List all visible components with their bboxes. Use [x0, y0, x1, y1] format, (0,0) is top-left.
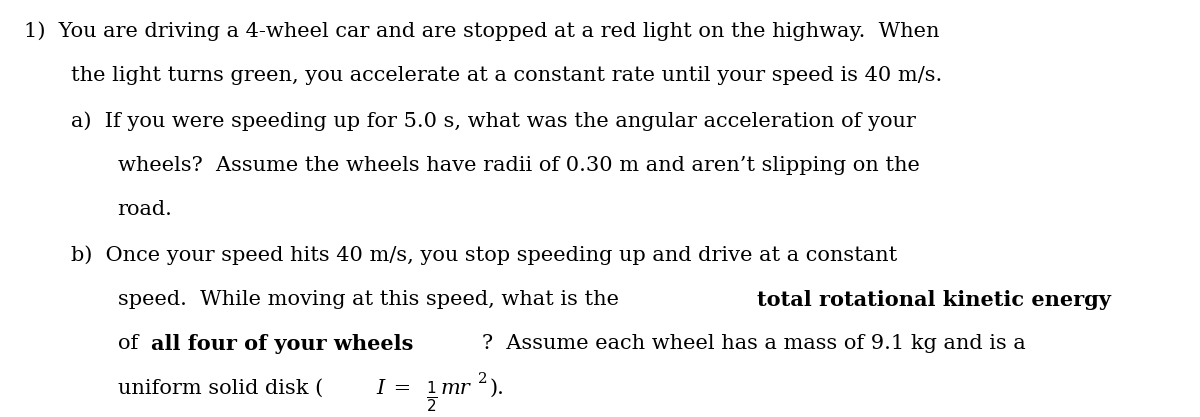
- Text: road.: road.: [118, 201, 173, 219]
- Text: ?  Assume each wheel has a mass of 9.1 kg and is a: ? Assume each wheel has a mass of 9.1 kg…: [482, 334, 1026, 353]
- Text: a)  If you were speeding up for 5.0 s, what was the angular acceleration of your: a) If you were speeding up for 5.0 s, wh…: [71, 111, 916, 131]
- Text: wheels?  Assume the wheels have radii of 0.30 m and aren’t slipping on the: wheels? Assume the wheels have radii of …: [118, 156, 919, 175]
- Text: b)  Once your speed hits 40 m/s, you stop speeding up and drive at a constant: b) Once your speed hits 40 m/s, you stop…: [71, 245, 896, 265]
- Text: $\frac{1}{2}$: $\frac{1}{2}$: [426, 379, 437, 414]
- Text: speed.  While moving at this speed, what is the: speed. While moving at this speed, what …: [118, 290, 625, 309]
- Text: of: of: [118, 334, 144, 353]
- Text: =: =: [386, 379, 418, 398]
- Text: the light turns green, you accelerate at a constant rate until your speed is 40 : the light turns green, you accelerate at…: [71, 66, 942, 85]
- Text: I: I: [377, 379, 384, 398]
- Text: 2: 2: [478, 372, 487, 386]
- Text: 1)  You are driving a 4-wheel car and are stopped at a red light on the highway.: 1) You are driving a 4-wheel car and are…: [24, 22, 940, 41]
- Text: ).: ).: [490, 379, 505, 398]
- Text: uniform solid disk (: uniform solid disk (: [118, 379, 323, 398]
- Text: mr: mr: [440, 379, 470, 398]
- Text: all four of your wheels: all four of your wheels: [151, 334, 414, 354]
- Text: total rotational kinetic energy: total rotational kinetic energy: [757, 290, 1111, 310]
